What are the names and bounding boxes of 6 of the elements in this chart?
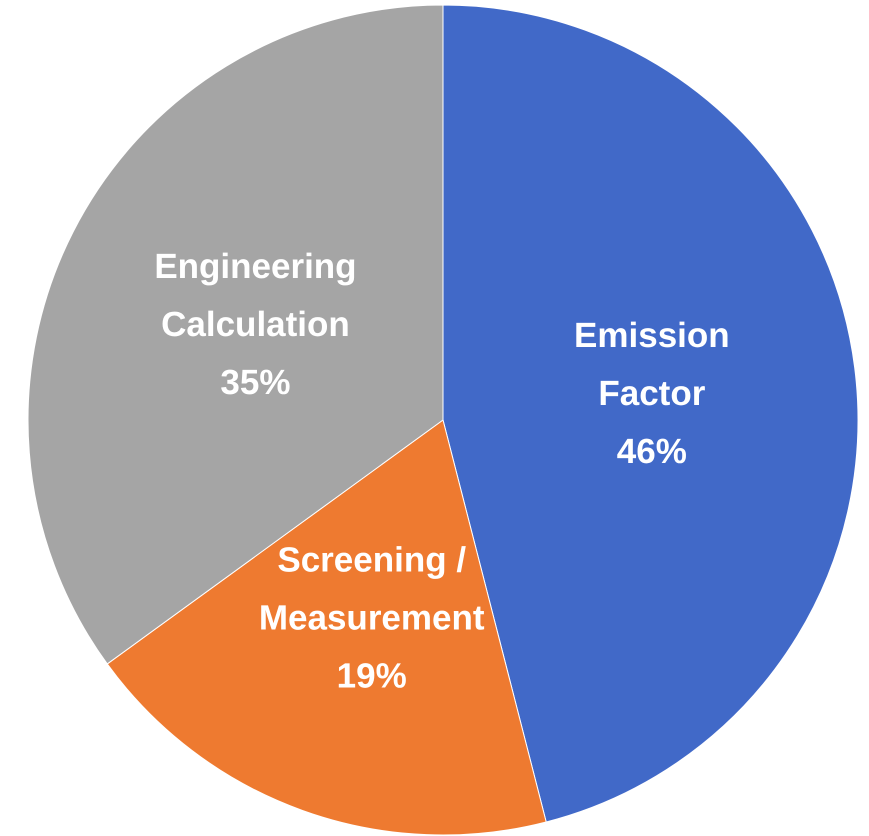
slice-label: Emission Factor: [574, 316, 730, 414]
slice-label: Screening / Measurement: [258, 540, 485, 638]
data-label: 35%: [220, 362, 290, 402]
data-label: 19%: [336, 656, 407, 696]
slice-label: Engineering Calculation: [154, 246, 357, 344]
data-label: 46%: [616, 432, 687, 472]
